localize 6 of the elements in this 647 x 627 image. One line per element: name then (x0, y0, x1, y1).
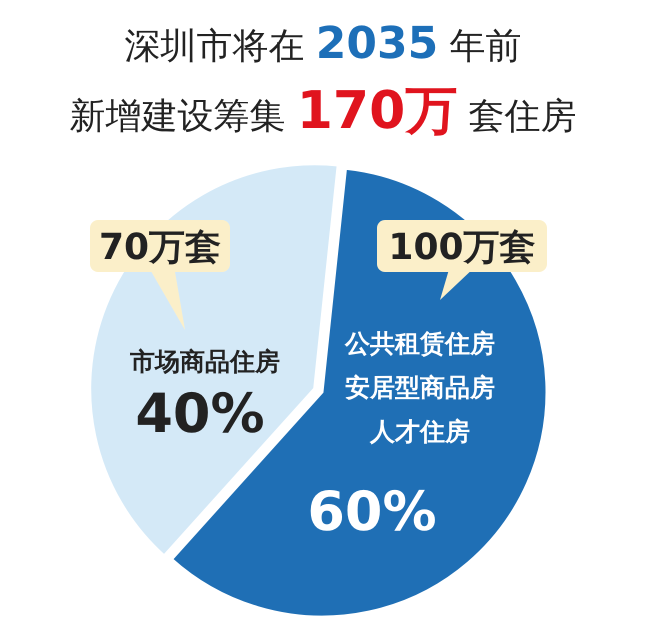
data-label: 60% (307, 480, 437, 543)
slice-label: 市场商品住房 (129, 347, 280, 376)
data-label: 40% (135, 382, 265, 445)
chart-subtitle: 新增建设筹集 170万 套住房 (69, 81, 577, 141)
chart-title: 深圳市将在 2035 年前 (124, 18, 522, 69)
slice-label: 公共租赁住房安居型商品房人才住房 (344, 329, 495, 446)
